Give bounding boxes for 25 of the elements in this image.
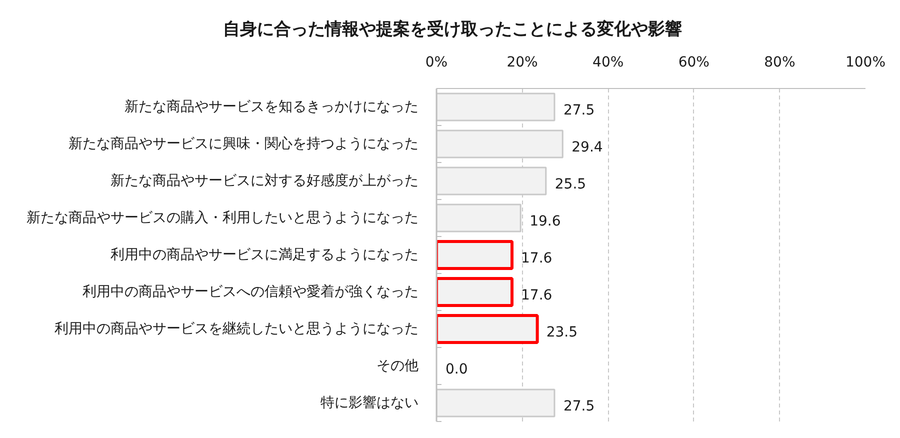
data-label: 17.6: [521, 250, 552, 266]
x-tick-label: 100%: [845, 54, 886, 70]
data-label: 27.5: [563, 102, 595, 118]
y-tick-label: その他: [376, 358, 418, 374]
y-tick-label: 新たな商品やサービスを知るきっかけになった: [124, 99, 418, 115]
data-label: 19.6: [530, 214, 561, 230]
y-tick-label: 利用中の商品やサービスへの信頼や愛着が強くなった: [82, 284, 418, 300]
y-tick-label: 新たな商品やサービスに興味・関心を持つようになった: [68, 136, 418, 152]
data-label: 27.5: [563, 398, 595, 414]
x-tick-label: 40%: [592, 54, 624, 70]
y-tick-label: 利用中の商品やサービスに満足するようになった: [110, 247, 418, 263]
data-label: 29.4: [572, 140, 603, 156]
x-tick-label: 0%: [425, 54, 448, 70]
chart-title: 自身に合った情報や提案を受け取ったことによる変化や影響: [223, 18, 682, 40]
y-tick-label: 新たな商品やサービスに対する好感度が上がった: [110, 173, 418, 189]
data-label: 17.6: [521, 288, 552, 304]
data-label: 0.0: [446, 362, 468, 378]
x-tick-label: 80%: [764, 54, 796, 70]
x-tick-label: 20%: [506, 54, 538, 70]
data-label: 23.5: [546, 324, 578, 340]
y-tick-label: 利用中の商品やサービスを継続したいと思うようになった: [54, 321, 418, 337]
y-tick-label: 新たな商品やサービスの購入・利用したいと思うようになった: [26, 210, 418, 226]
y-tick-label: 特に影響はない: [320, 395, 418, 411]
x-tick-label: 60%: [678, 54, 710, 70]
data-label: 25.5: [554, 176, 586, 192]
